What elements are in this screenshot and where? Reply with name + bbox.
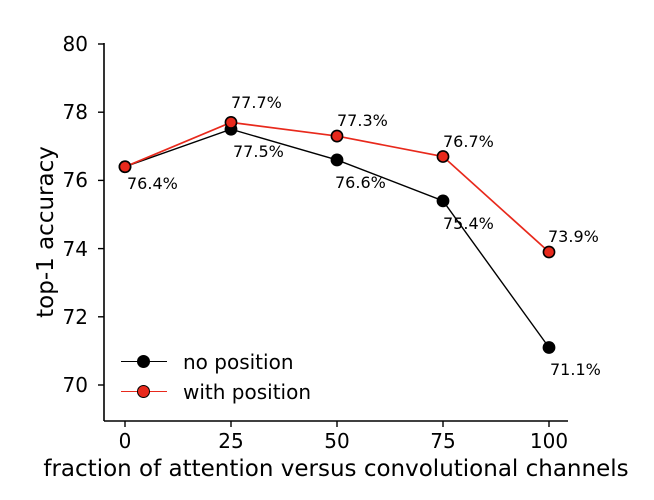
- point-label: 76.7%: [443, 131, 494, 151]
- point-label: 76.6%: [335, 172, 386, 192]
- x-axis-label: fraction of attention versus convolution…: [43, 456, 629, 482]
- point-label: 77.3%: [337, 111, 388, 131]
- data-point-with-position: [542, 245, 556, 259]
- data-point-with-position: [436, 150, 450, 163]
- data-point-with-position: [224, 116, 238, 129]
- y-tick-label: 80: [62, 32, 88, 56]
- x-tick-label: 75: [430, 429, 456, 453]
- x-tick-label: 100: [529, 429, 569, 453]
- y-tick-label: 70: [62, 373, 88, 397]
- data-point-no-position: [330, 153, 344, 167]
- legend-circle-marker-icon: [137, 385, 150, 398]
- legend-item-with-position: with position: [121, 380, 311, 404]
- y-tick-label: 78: [62, 100, 88, 125]
- y-tick-label: 74: [62, 236, 88, 261]
- point-label: 75.4%: [443, 213, 494, 233]
- data-point-with-position: [118, 160, 132, 174]
- x-tick-label: 0: [118, 429, 132, 453]
- legend: no position with position: [121, 350, 311, 410]
- point-label: 77.7%: [231, 93, 282, 113]
- data-point-no-position: [436, 194, 450, 208]
- point-label: 73.9%: [548, 227, 599, 246]
- data-point-with-position: [330, 129, 344, 143]
- data-point-no-position: [542, 341, 556, 354]
- x-tick-label: 25: [218, 429, 244, 453]
- legend-swatch: [121, 350, 167, 374]
- y-tick-label: 76: [62, 168, 88, 193]
- point-label: 77.5%: [233, 142, 284, 162]
- x-tick-label: 50: [324, 429, 350, 453]
- legend-label: with position: [183, 380, 312, 404]
- legend-item-no-position: no position: [121, 350, 311, 374]
- legend-swatch: [121, 380, 167, 404]
- legend-label: no position: [183, 350, 294, 374]
- point-label: 71.1%: [550, 360, 601, 380]
- point-label: 76.4%: [127, 173, 178, 193]
- legend-circle-marker-icon: [137, 355, 150, 368]
- y-tick-label: 72: [62, 304, 88, 329]
